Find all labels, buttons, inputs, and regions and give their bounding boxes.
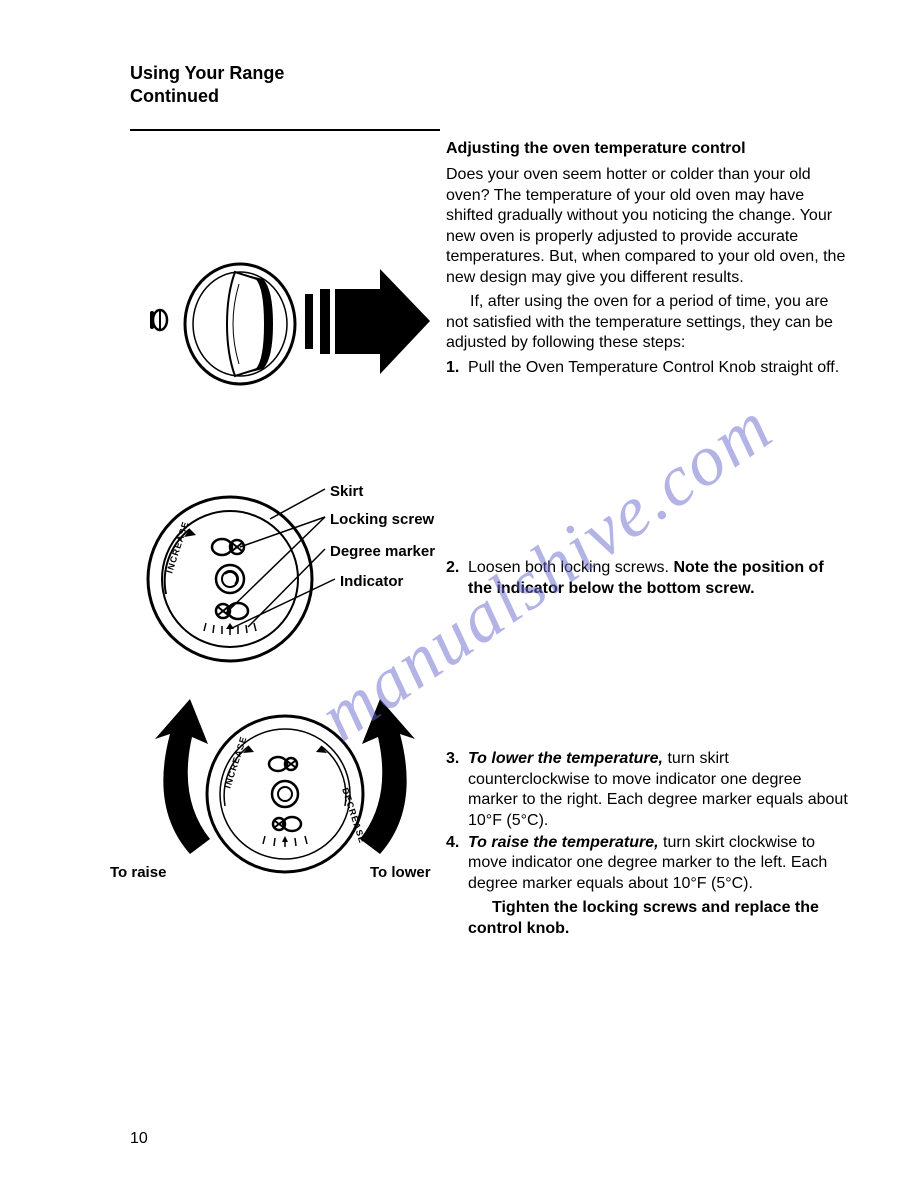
step-4-num: 4. <box>446 833 459 853</box>
steps-list-2: 2. Loosen both locking screws. Note the … <box>446 558 848 599</box>
diagram-raise-lower: INCREASE DECREASE To raise To lower <box>130 689 440 919</box>
text-column: Adjusting the oven temperature control D… <box>440 139 848 939</box>
intro-para-2: If, after using the oven for a period of… <box>446 292 848 353</box>
label-degree-marker: Degree marker <box>330 543 435 560</box>
closing-bold: Tighten the locking screws and replace t… <box>446 898 848 939</box>
step-3: 3. To lower the temperature, turn skirt … <box>446 749 848 831</box>
label-indicator: Indicator <box>340 573 403 590</box>
diagram-knob-back: INCREASE Skirt Locking screw Degree mark… <box>130 469 440 689</box>
intro-para-1: Does your oven seem hotter or colder tha… <box>446 165 848 288</box>
divider-rule <box>130 129 440 131</box>
step-2-num: 2. <box>446 558 459 578</box>
header-line-2: Continued <box>130 85 848 108</box>
label-to-raise: To raise <box>110 864 166 881</box>
step-1-num: 1. <box>446 358 459 378</box>
step-3-lead: To lower the temperature, <box>468 750 663 767</box>
spacer-1 <box>446 380 848 558</box>
lower-arrow <box>360 699 415 854</box>
step-1-text: Pull the Oven Temperature Control Knob s… <box>468 359 839 376</box>
content-columns: INCREASE Skirt Locking screw Degree mark… <box>130 139 848 939</box>
step-4-lead: To raise the temperature, <box>468 834 659 851</box>
diagram-knob-pull <box>130 139 440 469</box>
page-number: 10 <box>130 1130 148 1148</box>
page-header: Using Your Range Continued <box>130 62 848 107</box>
label-skirt: Skirt <box>330 483 363 500</box>
step-3-num: 3. <box>446 749 459 769</box>
steps-list: 1. Pull the Oven Temperature Control Kno… <box>446 358 848 378</box>
label-to-lower: To lower <box>370 864 431 881</box>
step-1: 1. Pull the Oven Temperature Control Kno… <box>446 358 848 378</box>
label-locking-screw: Locking screw <box>330 511 434 528</box>
header-line-1: Using Your Range <box>130 62 848 85</box>
step-2-lead: Loosen both locking screws. <box>468 559 673 576</box>
raise-arrow <box>155 699 210 854</box>
steps-list-3: 3. To lower the temperature, turn skirt … <box>446 749 848 894</box>
diagram-column: INCREASE Skirt Locking screw Degree mark… <box>130 139 440 939</box>
spacer-2 <box>446 601 848 749</box>
step-4: 4. To raise the temperature, turn skirt … <box>446 833 848 894</box>
knob-pull-svg <box>130 139 440 469</box>
step-2: 2. Loosen both locking screws. Note the … <box>446 558 848 599</box>
section-heading: Adjusting the oven temperature control <box>446 139 848 159</box>
raise-lower-svg: INCREASE DECREASE <box>130 689 440 919</box>
